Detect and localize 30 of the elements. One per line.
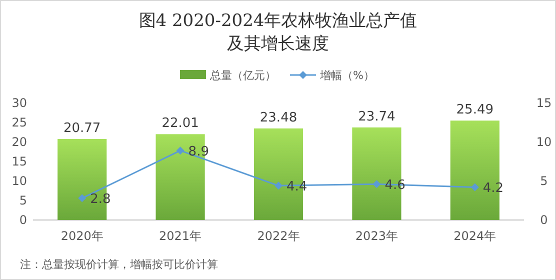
x-tick-label: 2022年 [257, 229, 300, 243]
data-label: 23.74 [358, 109, 396, 124]
y2-tick-label: 0 [540, 213, 548, 227]
data-label: 25.49 [456, 102, 494, 118]
y-tick-label: 30 [12, 96, 27, 110]
legend-label: 增幅（%） [319, 69, 374, 82]
text: 注：总量按现价计算，增幅按可比价计算 [20, 258, 218, 271]
point [274, 182, 282, 190]
y-tick-label: 0 [19, 213, 27, 227]
legend-label: 总量（亿元） [209, 69, 276, 82]
y2-tick-label: 15 [536, 96, 552, 110]
data-label: 22.01 [162, 116, 199, 132]
y-tick-label: 20 [12, 135, 27, 149]
y-tick-label: 5 [19, 194, 27, 208]
y-tick-label: 15 [12, 154, 27, 168]
data-label: 23.48 [260, 110, 298, 126]
chart-title: 图4 2020-2024年农林牧渔业总产值及其增长速度 [138, 11, 418, 54]
point [372, 180, 381, 188]
point [470, 183, 479, 192]
y2-tick-label: 5 [540, 174, 548, 188]
x-tick-label: 2023年 [355, 229, 398, 243]
x-tick-label: 2020年 [60, 229, 104, 243]
y-tick-label: 25 [12, 116, 27, 130]
y-tick-label: 10 [12, 174, 27, 188]
point [176, 146, 184, 155]
x-tick-label: 2024年 [454, 229, 496, 243]
point [78, 194, 86, 202]
y2-tick-label: 10 [536, 135, 552, 149]
data-label: 20.77 [63, 120, 101, 136]
x-tick-label: 2021年 [159, 229, 202, 243]
